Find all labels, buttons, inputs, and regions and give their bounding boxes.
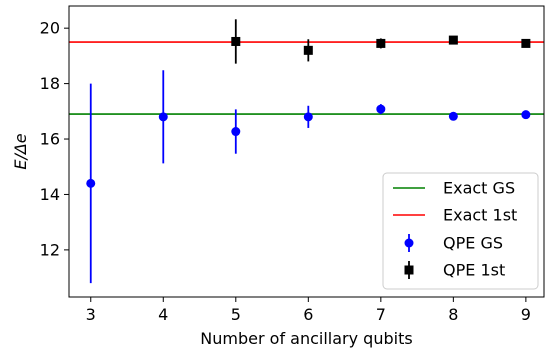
x-tick-label: 8 — [448, 305, 458, 324]
y-axis-label: E/Δe — [11, 133, 30, 169]
legend-handle-marker — [404, 238, 414, 248]
data-point-qpe-gs-3 — [86, 178, 96, 188]
legend-box — [382, 172, 539, 290]
legend-label: Exact 1st — [443, 206, 517, 225]
y-tick-label: 16 — [40, 130, 60, 149]
data-point-qpe-gs-8 — [448, 111, 458, 121]
plot-content — [69, 19, 544, 284]
x-tick-label: 7 — [376, 305, 386, 324]
data-point-qpe-1st-7 — [376, 38, 386, 48]
x-axis-label: Number of ancillary qubits — [200, 329, 412, 348]
data-point-qpe-gs-5 — [231, 127, 241, 137]
axes: 3 4 5 6 7 8 9 12 14 16 18 20 Number of ancillary qub… — [11, 5, 545, 348]
x-tick-label: 5 — [231, 305, 241, 324]
plot-frame — [68, 5, 545, 298]
data-point-qpe-1st-9 — [521, 38, 531, 48]
y-tick-label: 18 — [40, 74, 60, 93]
data-point-qpe-gs-9 — [521, 110, 531, 120]
y-tick-label: 20 — [40, 19, 60, 38]
x-tick-label: 3 — [86, 305, 96, 324]
x-tick-label: 4 — [158, 305, 168, 324]
x-tick-label: 9 — [521, 305, 531, 324]
data-point-qpe-gs-4 — [158, 112, 168, 122]
y-tick-label: 12 — [40, 240, 60, 259]
x-tick-label: 6 — [303, 305, 313, 324]
data-point-qpe-gs-7 — [376, 104, 386, 114]
legend-handle-marker — [404, 265, 414, 275]
legend-label: QPE GS — [443, 234, 503, 253]
data-point-qpe-1st-6 — [303, 45, 313, 55]
legend-label: QPE 1st — [443, 261, 505, 280]
data-point-qpe-1st-5 — [231, 36, 241, 46]
legend: Exact GS Exact 1st QPE GS QPE 1st — [382, 172, 539, 290]
data-point-qpe-1st-8 — [448, 35, 458, 45]
y-tick-label: 14 — [40, 185, 60, 204]
data-point-qpe-gs-6 — [303, 112, 313, 122]
legend-label: Exact GS — [443, 179, 515, 198]
